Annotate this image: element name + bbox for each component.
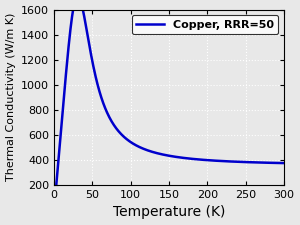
Copper, RRR=50 — [113, 125, 116, 128]
Copper, RRR=50 — [158, 152, 161, 155]
Legend: Copper, RRR=50: Copper, RRR=50 — [132, 15, 278, 34]
Copper, RRR=50 — [226, 160, 230, 163]
X-axis label: Temperature (K): Temperature (K) — [113, 205, 225, 219]
Copper, RRR=50 — [282, 162, 286, 164]
Copper, RRR=50 — [54, 191, 57, 194]
Y-axis label: Thermal Conductivity (W/m K): Thermal Conductivity (W/m K) — [6, 13, 16, 182]
Copper, RRR=50 — [207, 159, 210, 162]
Copper, RRR=50 — [94, 79, 98, 81]
Line: Copper, RRR=50: Copper, RRR=50 — [56, 0, 284, 192]
Copper, RRR=50 — [189, 157, 192, 160]
